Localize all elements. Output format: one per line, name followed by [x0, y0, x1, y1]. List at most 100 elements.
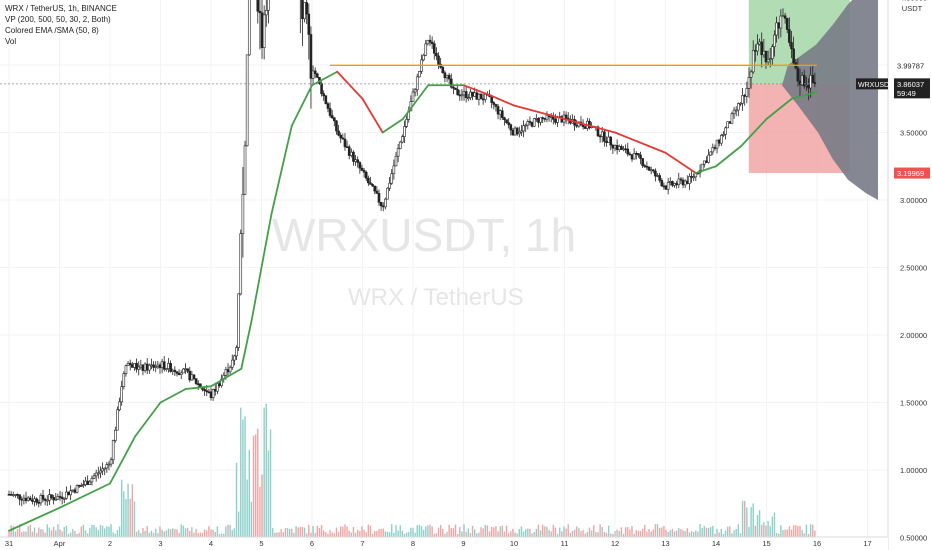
candle-body [717, 139, 721, 144]
volume-bar [16, 529, 19, 537]
volume-bar [250, 501, 253, 537]
volume-bar [414, 532, 416, 537]
candle-body [150, 364, 153, 367]
time-tick-label: 13 [661, 539, 669, 548]
volume-bar [254, 434, 257, 537]
time-tick-label: 14 [712, 539, 720, 548]
volume-bar [322, 530, 325, 537]
candle-body [600, 131, 604, 137]
candle-body [541, 117, 545, 119]
time-tick-label: 2 [108, 539, 112, 548]
ema-segment [336, 70, 364, 100]
volume-bar [465, 531, 467, 537]
volume-bar [57, 524, 59, 537]
candle-body [358, 162, 362, 169]
volume-bar [586, 531, 589, 537]
volume-bar [235, 462, 238, 537]
volume-bar [69, 532, 72, 537]
candle-body [647, 166, 651, 171]
volume-bar [133, 501, 136, 537]
candle-body [520, 130, 523, 133]
candle-body [813, 82, 817, 84]
volume-bar [733, 530, 735, 537]
volume-bar [792, 525, 795, 537]
candle-body [685, 180, 689, 184]
volume-bar [378, 529, 380, 537]
volume-bar [395, 525, 397, 537]
candle-body [333, 117, 336, 122]
volume-bar [82, 524, 85, 537]
volume-bar [31, 531, 34, 537]
legend-volume[interactable]: Vol [5, 37, 17, 46]
candle-body [530, 122, 534, 127]
volume-bar [482, 528, 484, 537]
candle-body [802, 75, 806, 87]
volume-bar [89, 527, 91, 537]
volume-bar [695, 530, 697, 537]
candle-body [171, 369, 175, 372]
candle-body [56, 496, 60, 500]
volume-bar [214, 531, 216, 537]
volume-bar [84, 530, 87, 537]
price-tick-label: 1.00000 [900, 466, 927, 475]
candle-body [662, 185, 666, 188]
legend-ema[interactable]: Colored EMA /SMA (50, 8) [5, 26, 99, 35]
ema-segment [361, 97, 384, 134]
candle-body [41, 495, 45, 500]
volume-bar [359, 531, 361, 537]
candle-body [452, 86, 455, 89]
volume-bar [675, 530, 678, 537]
volume-bar [437, 527, 440, 537]
volume-bar [125, 498, 127, 537]
price-tick-label: 1.50000 [900, 399, 927, 408]
volume-bar [305, 533, 308, 537]
candle-body [785, 18, 789, 30]
volume-bar [603, 532, 606, 537]
volume-bar [240, 407, 242, 537]
candle-body [230, 359, 234, 368]
volume-bar [248, 449, 250, 537]
volume-bar [682, 530, 684, 537]
candle-body [324, 95, 328, 104]
volume-bar [303, 527, 306, 537]
candle-body [137, 366, 141, 370]
candle-body [535, 118, 538, 120]
volume-bar [361, 526, 363, 537]
volume-bar [431, 526, 433, 537]
volume-bar [337, 532, 340, 537]
volume-bar [312, 525, 314, 537]
last-price-bg [894, 78, 930, 99]
volume-bar [363, 529, 365, 537]
volume-bar [191, 527, 193, 537]
candle-body [443, 72, 447, 79]
legend-symbol[interactable]: WRX / TetherUS, 1h, BINANCE [5, 4, 117, 13]
candle-body [805, 84, 808, 87]
volume-bar [38, 527, 40, 537]
candle-body [162, 361, 166, 370]
volume-bar [448, 524, 450, 537]
candle-body [583, 126, 587, 129]
volume-bar [799, 525, 801, 537]
volume-bar [103, 528, 106, 537]
legend-volume-profile[interactable]: VP (200, 500, 50, 30, 2, Both) [5, 15, 111, 24]
volume-bar [301, 526, 304, 537]
volume-bar [382, 528, 384, 537]
candle-body [65, 491, 68, 499]
candle-body [352, 151, 355, 162]
volume-bar [269, 429, 272, 537]
candle-body [703, 160, 706, 165]
candle-body [256, 0, 260, 12]
volume-bar [212, 529, 214, 537]
volume-bar [756, 515, 759, 537]
candle-body [428, 39, 432, 43]
volume-bar [314, 533, 316, 537]
candle-body [549, 116, 553, 118]
candle-body [632, 153, 636, 160]
candle-body [479, 93, 483, 100]
volume-bar [542, 524, 544, 537]
volume-bar [418, 524, 421, 537]
volume-bar [135, 531, 138, 537]
candle-body [118, 401, 121, 411]
volume-bar [344, 524, 346, 537]
